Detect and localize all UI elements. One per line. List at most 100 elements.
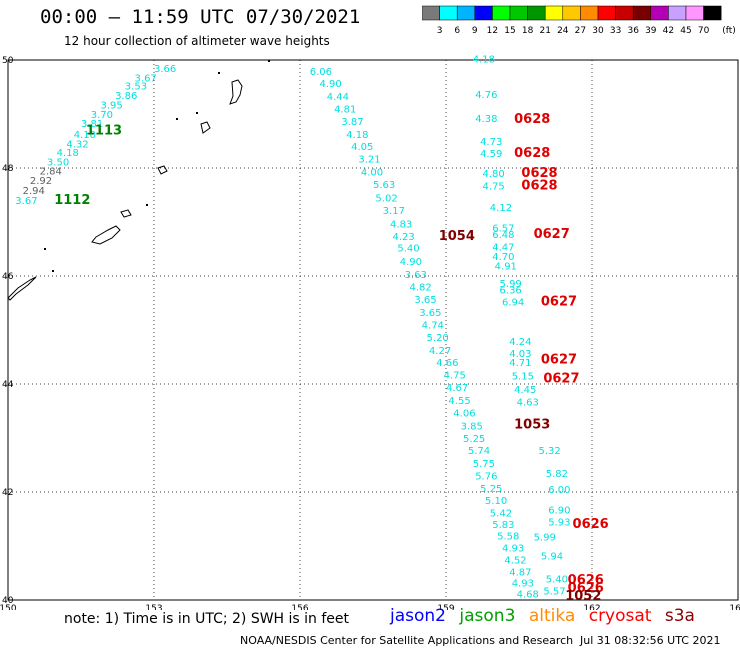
wave-height-value: 5.82	[546, 469, 568, 480]
wave-height-value: 5.83	[492, 520, 514, 531]
wave-height-value: 4.18	[57, 148, 79, 159]
pass-id-label: 1054	[439, 229, 475, 244]
island-coastline	[120, 209, 132, 218]
island-coastline	[91, 225, 121, 245]
island-dot	[218, 72, 220, 74]
pass-id-label: 0628	[521, 166, 557, 181]
wave-height-value: 4.90	[319, 79, 341, 90]
wave-height-value: 4.47	[492, 243, 514, 254]
wave-height-value: 5.25	[480, 484, 502, 495]
wave-height-value: 4.93	[502, 543, 524, 554]
wave-height-value: 6.06	[310, 67, 332, 78]
wave-height-value: 3.81	[81, 119, 103, 130]
wave-height-value: 4.03	[509, 349, 531, 360]
wave-height-value: 4.74	[422, 320, 444, 331]
lon-tick-label: 153	[145, 604, 162, 610]
wave-height-value: 5.63	[373, 180, 395, 191]
wave-height-value: 3.17	[383, 206, 405, 217]
colorbar-tick-label: 18	[522, 26, 534, 36]
wave-height-value: 4.18	[346, 130, 368, 141]
legend-jason3: jason3	[459, 606, 516, 626]
wave-height-value: 4.32	[66, 139, 88, 150]
lon-tick-label: 165	[729, 604, 740, 610]
colorbar-tick-label: 45	[680, 26, 691, 36]
colorbar-tick-label: 42	[663, 26, 674, 36]
wave-height-value: 5.10	[485, 496, 507, 507]
wave-height-value: 3.67	[135, 74, 157, 85]
wave-height-value: 4.75	[444, 371, 466, 382]
pass-id-label: 1112	[54, 193, 90, 208]
lat-tick-label: 50	[2, 56, 14, 66]
wave-height-value: 3.21	[358, 155, 380, 166]
lat-tick-label: 46	[2, 272, 14, 282]
wave-height-value: 3.87	[341, 117, 363, 128]
wave-height-value: 4.75	[483, 182, 505, 193]
colorbar-tick-label: 70	[698, 26, 710, 36]
wave-height-value: 4.91	[495, 262, 517, 273]
chart-title: 00:00 – 11:59 UTC 07/30/2021	[40, 6, 361, 28]
colorbar-swatch	[703, 5, 722, 21]
wave-height-value: 4.05	[351, 142, 373, 153]
lon-tick-label: 150	[0, 604, 17, 610]
wave-height-value: 5.74	[468, 446, 490, 457]
lat-tick-label: 48	[2, 164, 14, 174]
wave-height-value: 4.00	[361, 168, 383, 179]
island-coastline	[200, 121, 211, 134]
generated-timestamp: Jul 31 08:32:56 UTC 2021	[580, 634, 721, 647]
wave-height-value: 3.53	[125, 82, 147, 93]
legend-cryosat: cryosat	[588, 606, 652, 626]
wave-height-map: 1501531561591621654042444648503.663.673.…	[0, 55, 740, 610]
pass-id-label: 1053	[514, 417, 550, 432]
wave-height-value: 4.23	[392, 232, 414, 243]
chart-subtitle: 12 hour collection of altimeter wave hei…	[64, 34, 330, 48]
pass-id-label: 1113	[86, 124, 122, 139]
lat-tick-label: 42	[2, 488, 13, 498]
wave-height-value: 4.45	[514, 385, 536, 396]
wave-height-value: 4.10	[74, 130, 96, 141]
wave-height-value: 3.65	[414, 295, 436, 306]
colorbar-tick-label: 39	[645, 26, 657, 36]
colorbar-tick-label: 9	[472, 26, 478, 36]
color-scale-legend: 3 6 9 12 15 18 21 24 27 30 33 36 39 42 45 70 (ft)	[422, 5, 736, 36]
wave-height-value: 5.42	[490, 508, 512, 519]
lon-tick-label: 162	[583, 604, 600, 610]
wave-height-value: 5.57	[543, 587, 565, 598]
wave-height-value: 4.93	[512, 579, 534, 590]
wave-height-value: 4.87	[509, 568, 531, 579]
island-dot	[44, 248, 46, 250]
wave-height-value: 5.32	[538, 446, 560, 457]
wave-height-value: 4.70	[492, 252, 514, 263]
wave-height-value: 4.73	[480, 137, 502, 148]
wave-height-value: 5.02	[375, 193, 397, 204]
colorbar-tick-label: 3	[437, 26, 443, 36]
colorbar-tick-label: 12	[487, 26, 498, 36]
pass-id-label: 0628	[514, 112, 550, 127]
legend-s3a: s3a	[664, 606, 695, 626]
colorbar-tick-label: 36	[627, 26, 639, 36]
lat-tick-label: 40	[2, 596, 14, 606]
colorbar-tick-label: 6	[454, 26, 460, 36]
wave-height-value: 4.55	[448, 396, 470, 407]
wave-height-value: 3.67	[15, 196, 37, 207]
legend-jason2: jason2	[390, 606, 446, 626]
pass-id-label: 0627	[541, 295, 577, 310]
colorbar-tick-label: 27	[575, 26, 586, 36]
island-dot	[52, 270, 54, 272]
wave-height-value: 4.18	[473, 55, 495, 66]
wave-height-value: 3.50	[47, 157, 69, 168]
wave-height-value: 4.83	[390, 219, 412, 230]
legend-altika: altika	[528, 606, 576, 626]
wave-height-value: 3.85	[461, 421, 483, 432]
wave-height-value: 5.99	[534, 533, 556, 544]
wave-height-value: 5.93	[548, 517, 570, 528]
pass-id-label: 0627	[534, 227, 570, 242]
pass-id-label: 0628	[521, 179, 557, 194]
wave-height-value: 4.24	[509, 337, 531, 348]
lat-tick-label: 44	[2, 380, 14, 390]
wave-height-value: 6.90	[548, 506, 570, 517]
wave-height-value: 3.70	[91, 110, 113, 121]
pass-id-label: 0626	[568, 581, 604, 596]
island-dot	[268, 60, 270, 62]
island-dot	[146, 204, 148, 206]
colorbar-tick-label: 15	[504, 26, 515, 36]
